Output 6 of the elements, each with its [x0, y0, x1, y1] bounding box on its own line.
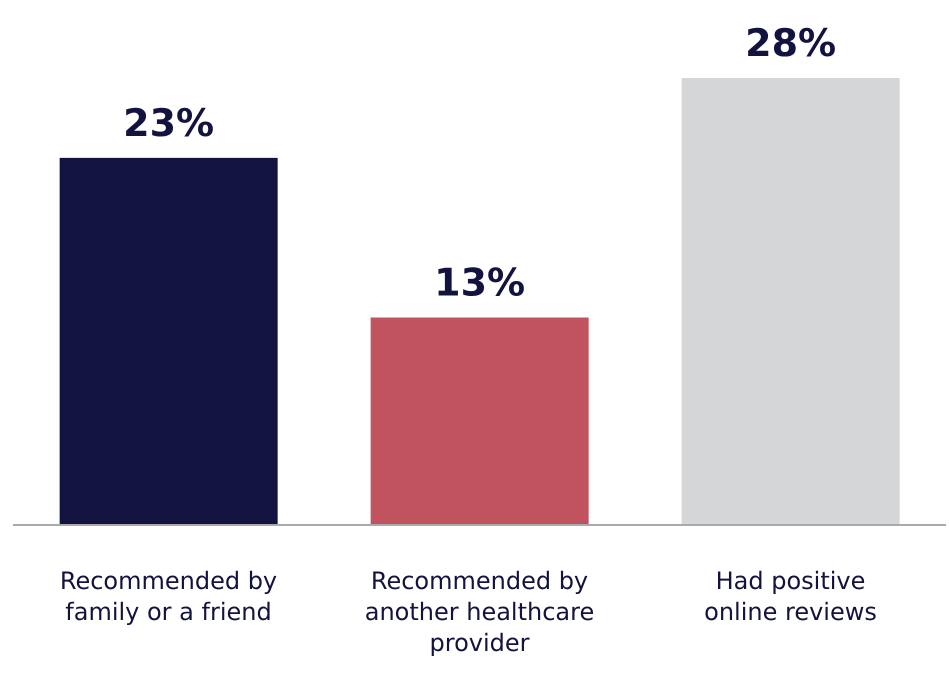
x-tick-label: Had positive online reviews — [704, 567, 877, 626]
data-label: 28% — [745, 21, 836, 65]
data-label: 23% — [123, 100, 214, 145]
x-tick-label: Recommended by family or a friend — [60, 567, 278, 626]
x-tick-label: Recommended by another healthcare provider — [364, 567, 594, 657]
data-label: 13% — [434, 260, 526, 304]
